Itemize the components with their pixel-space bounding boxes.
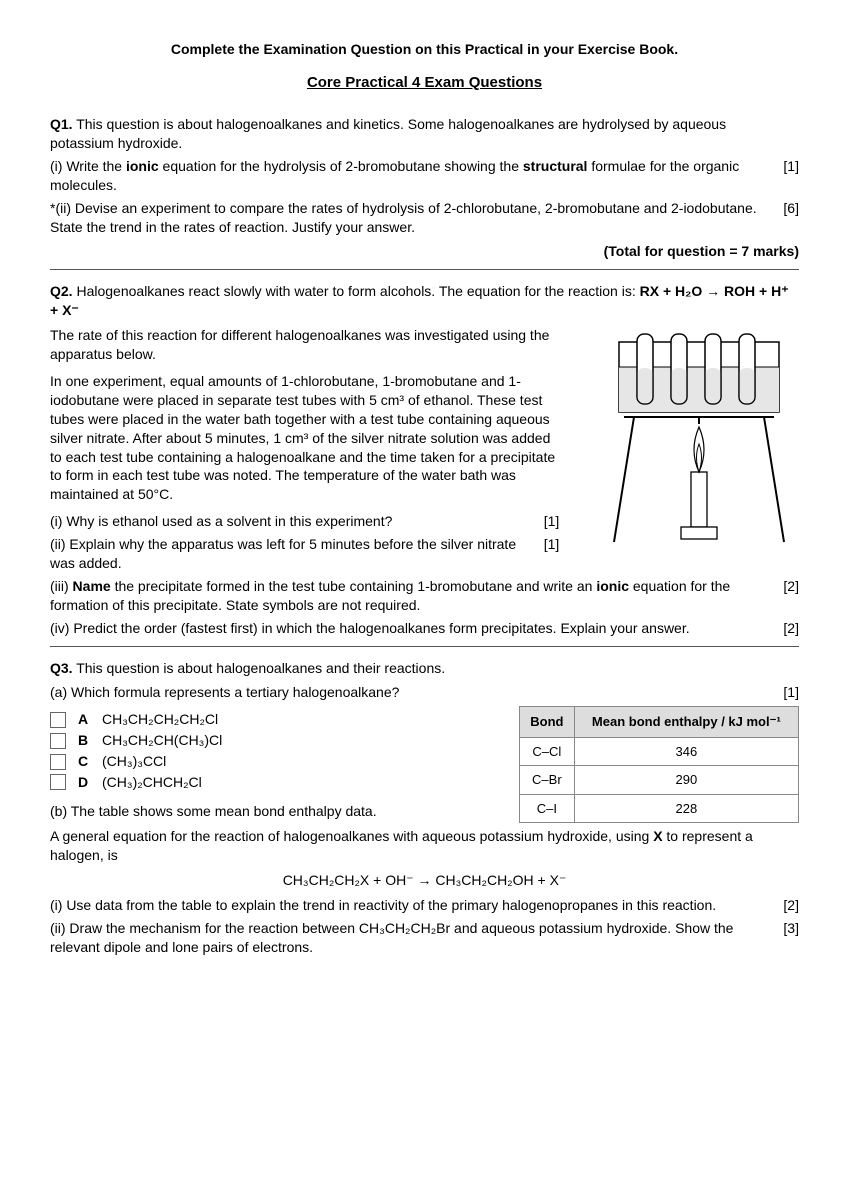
- q2-iv: (iv) Predict the order (fastest first) i…: [50, 619, 783, 638]
- q3-bii-marks: [3]: [783, 919, 799, 938]
- q1-i-bold1: ionic: [126, 158, 159, 174]
- q2-para2: In one experiment, equal amounts of 1-ch…: [50, 372, 559, 504]
- q3-opt-a-letter: A: [78, 710, 102, 729]
- q2-iv-marks: [2]: [783, 619, 799, 638]
- q1-intro: Q1. This question is about halogenoalkan…: [50, 115, 799, 153]
- q3-opt-c[interactable]: C (CH₃)₃CCl: [50, 752, 499, 771]
- q2-iii: (iii) Name the precipitate formed in the…: [50, 577, 783, 615]
- table-header-bond: Bond: [520, 707, 575, 738]
- q3-opt-d-formula: (CH₃)₂CHCH₂Cl: [102, 773, 202, 792]
- q1-i-mid: equation for the hydrolysis of 2-bromobu…: [159, 158, 523, 174]
- q3-bii: (ii) Draw the mechanism for the reaction…: [50, 919, 783, 957]
- q1-ii-marks: [6]: [783, 199, 799, 218]
- q3-options: A CH₃CH₂CH₂CH₂Cl B CH₃CH₂CH(CH₃)Cl C (CH…: [50, 710, 499, 792]
- q2-iii-pre: (iii): [50, 578, 73, 594]
- q2-i: (i) Why is ethanol used as a solvent in …: [50, 512, 544, 531]
- q3-b-x: X: [653, 828, 662, 844]
- q3-intro: Q3. This question is about halogenoalkan…: [50, 659, 799, 678]
- q2-ii-marks: [1]: [544, 535, 560, 554]
- q1-ii-text: *(ii) Devise an experiment to compare th…: [50, 199, 783, 237]
- table-header-enthalpy: Mean bond enthalpy / kJ mol⁻¹: [574, 707, 798, 738]
- q3-b-para1: A general equation for the reaction of h…: [50, 828, 653, 844]
- q3-opt-d-letter: D: [78, 773, 102, 792]
- cell-bond: C–Br: [520, 766, 575, 795]
- checkbox-icon[interactable]: [50, 712, 66, 728]
- q3-b-para: A general equation for the reaction of h…: [50, 827, 799, 865]
- q1-i-bold2: structural: [523, 158, 588, 174]
- q2-iii-mid: the precipitate formed in the test tube …: [111, 578, 597, 594]
- q2-block: Q2. Halogenoalkanes react slowly with wa…: [50, 282, 799, 637]
- q2-intro-text: Halogenoalkanes react slowly with water …: [76, 283, 639, 299]
- separator-1: [50, 269, 799, 270]
- q3-intro-text: This question is about halogenoalkanes a…: [76, 660, 445, 676]
- q2-iii-b2: ionic: [596, 578, 629, 594]
- q1-i-text: (i) Write the ionic equation for the hyd…: [50, 157, 783, 195]
- table-row: C–I 228: [520, 794, 799, 823]
- q3-a: (a) Which formula represents a tertiary …: [50, 683, 783, 702]
- q3-bi-marks: [2]: [783, 896, 799, 915]
- q1-intro-text: This question is about halogenoalkanes a…: [50, 116, 726, 151]
- table-row: C–Br 290: [520, 766, 799, 795]
- q3-block: Q3. This question is about halogenoalkan…: [50, 659, 799, 957]
- q2-label: Q2.: [50, 283, 73, 299]
- q3-bi: (i) Use data from the table to explain t…: [50, 896, 783, 915]
- q2-intro: Q2. Halogenoalkanes react slowly with wa…: [50, 282, 799, 320]
- q1-i-pre: (i) Write the: [50, 158, 126, 174]
- q2-i-marks: [1]: [544, 512, 560, 531]
- q3-opt-a[interactable]: A CH₃CH₂CH₂CH₂Cl: [50, 710, 499, 729]
- table-row: C–Cl 346: [520, 737, 799, 766]
- cell-bond: C–I: [520, 794, 575, 823]
- q3-opt-d[interactable]: D (CH₃)₂CHCH₂Cl: [50, 773, 499, 792]
- q2-iii-marks: [2]: [783, 577, 799, 596]
- checkbox-icon[interactable]: [50, 754, 66, 770]
- q3-label: Q3.: [50, 660, 73, 676]
- q1-block: Q1. This question is about halogenoalkan…: [50, 115, 799, 261]
- q3-opt-c-formula: (CH₃)₃CCl: [102, 752, 166, 771]
- cell-val: 290: [574, 766, 798, 795]
- bond-enthalpy-table: Bond Mean bond enthalpy / kJ mol⁻¹ C–Cl …: [519, 706, 799, 823]
- q3-opt-a-formula: CH₃CH₂CH₂CH₂Cl: [102, 710, 218, 729]
- cell-val: 228: [574, 794, 798, 823]
- q3-equation: CH₃CH₂CH₂X + OH⁻ → CH₃CH₂CH₂OH + X⁻: [50, 871, 799, 890]
- q3-opt-b-formula: CH₃CH₂CH(CH₃)Cl: [102, 731, 222, 750]
- q1-label: Q1.: [50, 116, 73, 132]
- q3-opt-c-letter: C: [78, 752, 102, 771]
- q3-b: (b) The table shows some mean bond entha…: [50, 802, 499, 821]
- cell-bond: C–Cl: [520, 737, 575, 766]
- cell-val: 346: [574, 737, 798, 766]
- q3-opt-b-letter: B: [78, 731, 102, 750]
- q1-total: (Total for question = 7 marks): [50, 242, 799, 261]
- separator-2: [50, 646, 799, 647]
- q2-para1: The rate of this reaction for different …: [50, 326, 559, 364]
- q1-i-marks: [1]: [783, 157, 799, 176]
- checkbox-icon[interactable]: [50, 733, 66, 749]
- q3-opt-b[interactable]: B CH₃CH₂CH(CH₃)Cl: [50, 731, 499, 750]
- q3-a-marks: [1]: [783, 683, 799, 702]
- apparatus-diagram: [599, 332, 799, 552]
- page-title: Core Practical 4 Exam Questions: [50, 73, 799, 93]
- q2-iii-b1: Name: [73, 578, 111, 594]
- q2-ii: (ii) Explain why the apparatus was left …: [50, 535, 544, 573]
- page-instruction: Complete the Examination Question on thi…: [50, 40, 799, 59]
- checkbox-icon[interactable]: [50, 774, 66, 790]
